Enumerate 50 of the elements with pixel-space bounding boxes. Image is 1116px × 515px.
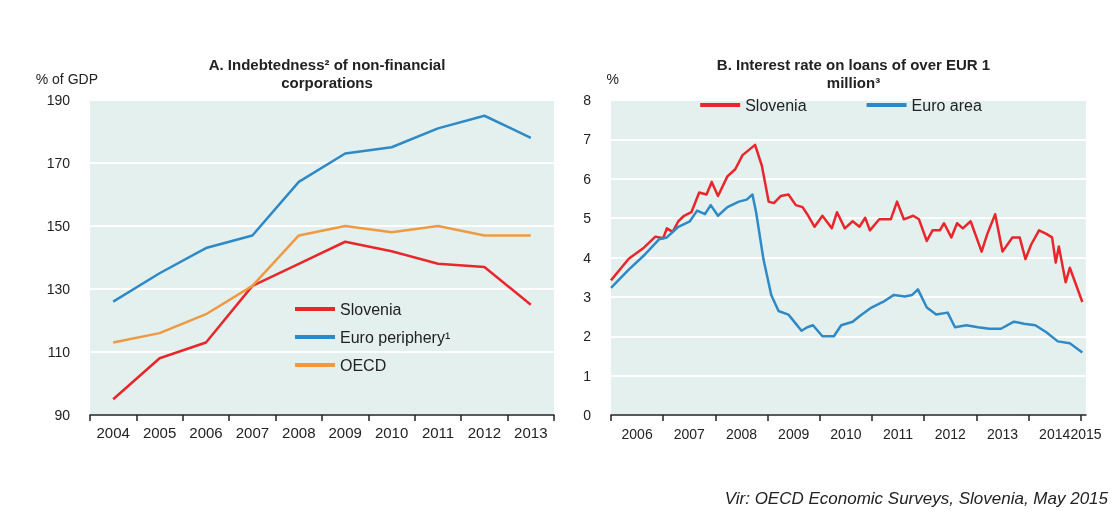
x-tick-label: 2012: [934, 426, 967, 442]
x-tick-label: 2013: [514, 424, 548, 441]
x-tick-label: 2005: [142, 424, 177, 441]
x-tick-label: 2009: [328, 424, 362, 441]
x-tick-label: 2007: [673, 426, 706, 442]
x-tick-label: 2008: [282, 424, 316, 441]
chart-title: A. Indebtedness² of non-financial corporations: [208, 55, 446, 91]
line-series: [609, 193, 1084, 354]
x-tick-label: 2006: [621, 426, 653, 442]
y-tick-label: 6: [583, 170, 592, 187]
y-tick-label: 1: [583, 367, 592, 384]
x-tick-label: 2013: [986, 426, 1019, 442]
legend-label: OECD: [340, 356, 387, 374]
legend-label: Euro periphery¹: [340, 328, 451, 346]
legend-label: Slovenia: [745, 96, 807, 114]
y-tick-label: 130: [46, 281, 71, 297]
line-series: [111, 240, 533, 401]
y-tick-label: 7: [583, 131, 592, 148]
x-tick-label: 2010: [830, 426, 862, 442]
x-tick-label: 2004: [96, 424, 130, 441]
y-tick-label: 90: [54, 407, 71, 423]
x-tick-label: 2010: [374, 424, 409, 441]
y-axis-title: %: [606, 71, 619, 87]
x-tick-label: 2011: [421, 424, 455, 441]
y-axis-title: % of GDP: [35, 71, 98, 87]
y-tick-label: 170: [46, 155, 71, 171]
y-tick-label: 8: [583, 92, 592, 108]
line-series: [111, 224, 533, 344]
y-tick-label: 2: [583, 328, 592, 345]
x-tick-label: 2007: [235, 424, 270, 441]
x-tick-label: 2009: [778, 426, 810, 442]
line-series: [111, 114, 533, 303]
x-tick-label: 2006: [189, 424, 223, 441]
x-tick-label: 2015: [1070, 426, 1102, 442]
y-tick-label: 190: [46, 92, 71, 108]
y-tick-label: 3: [583, 288, 592, 305]
y-tick-label: 0: [583, 407, 592, 423]
legend-label: Euro area: [911, 96, 982, 114]
x-tick-label: 2012: [467, 424, 502, 441]
text: Vir: OECD Economic Surveys, Slovenia, May 2015: [724, 489, 1109, 508]
chart-title: B. Interest rate on loans of over EUR 1 million³: [716, 55, 991, 91]
x-tick-label: 2008: [725, 426, 758, 442]
y-tick-label: 5: [583, 210, 592, 227]
legend-label: Slovenia: [340, 300, 402, 318]
y-tick-label: 110: [47, 344, 71, 360]
x-tick-label: 2011: [883, 426, 914, 442]
x-tick-label: 2014: [1039, 426, 1071, 442]
y-tick-label: 150: [46, 218, 71, 234]
line-series: [609, 143, 1084, 304]
y-tick-label: 4: [583, 249, 592, 266]
